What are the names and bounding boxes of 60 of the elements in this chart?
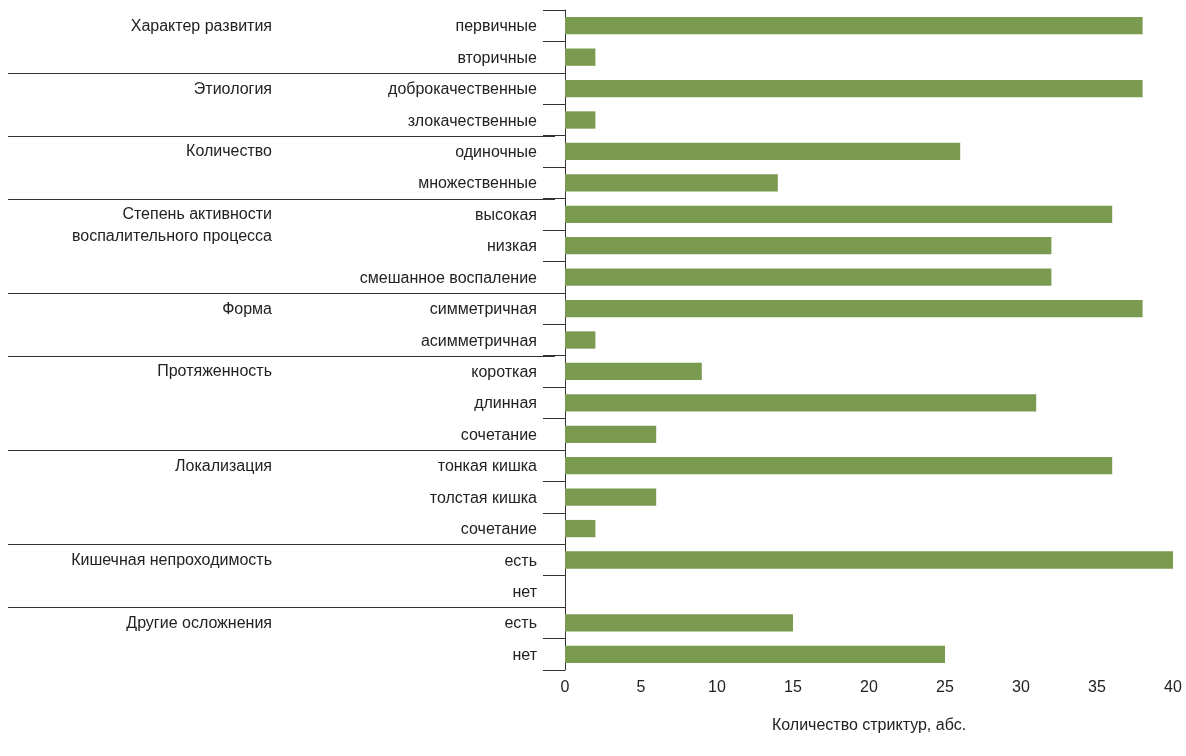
x-tick-label: 0 bbox=[560, 677, 570, 695]
bar bbox=[565, 362, 702, 381]
bar bbox=[565, 488, 657, 506]
text: Характер развития bbox=[129, 15, 272, 36]
y-tick-label: нет bbox=[512, 645, 538, 663]
y-tick-label: сочетание bbox=[460, 425, 538, 443]
bar bbox=[565, 111, 596, 129]
y-tick-label: одиночные bbox=[455, 142, 538, 160]
bar bbox=[565, 79, 1143, 98]
text: Степень активности воспалительного процесса bbox=[70, 204, 272, 247]
y-tick-label: короткая bbox=[471, 362, 537, 380]
x-tick-label: 15 bbox=[784, 677, 802, 695]
y-tick-label: смешанное воспаление bbox=[359, 268, 538, 286]
bar bbox=[565, 142, 961, 161]
text: Локализация bbox=[174, 455, 272, 476]
y-tick-label: вторичные bbox=[457, 48, 538, 66]
text: Другие осложнения bbox=[125, 612, 272, 633]
text: Этиология bbox=[192, 78, 272, 99]
bar bbox=[565, 457, 1113, 475]
bar bbox=[565, 519, 596, 538]
y-tick-label: асимметричная bbox=[420, 331, 537, 349]
y-tick-label: сочетание bbox=[460, 520, 538, 538]
y-tick-label: тонкая кишка bbox=[437, 457, 538, 475]
bar bbox=[565, 205, 1113, 223]
y-tick-label: симметричная bbox=[429, 300, 537, 318]
text: Кишечная непроходимость bbox=[70, 550, 272, 570]
y-tick-label: нет bbox=[512, 582, 538, 600]
x-tick-label: 40 bbox=[1164, 677, 1182, 695]
y-tick-label: первичные bbox=[455, 17, 538, 35]
bar bbox=[565, 268, 1052, 286]
bar bbox=[565, 645, 945, 663]
bar bbox=[565, 614, 793, 632]
y-tick-label: множественные bbox=[418, 174, 538, 192]
y-tick-label: злокачественные bbox=[407, 111, 538, 129]
x-tick-label: 35 bbox=[1088, 677, 1106, 695]
bar bbox=[565, 551, 1173, 569]
bar bbox=[565, 425, 657, 443]
x-tick-label: 20 bbox=[860, 677, 878, 695]
x-tick-label: 25 bbox=[936, 677, 954, 695]
text: Количество bbox=[185, 141, 272, 162]
x-tick-label: 5 bbox=[636, 677, 646, 695]
bar bbox=[565, 174, 778, 192]
x-tick-label: 10 bbox=[708, 677, 726, 695]
y-tick-label: низкая bbox=[486, 237, 537, 255]
y-tick-label: есть bbox=[504, 551, 537, 569]
bar bbox=[565, 299, 1143, 318]
y-tick-label: доброкачественные bbox=[388, 80, 538, 98]
y-tick-label: толстая кишка bbox=[429, 488, 538, 506]
text: Протяженность bbox=[156, 361, 272, 382]
text: Форма bbox=[221, 298, 272, 319]
bar bbox=[565, 331, 596, 349]
y-tick-label: длинная bbox=[474, 394, 537, 412]
x-tick-label: 30 bbox=[1012, 677, 1030, 695]
bar bbox=[565, 394, 1037, 412]
y-tick-label: высокая bbox=[475, 205, 537, 223]
x-axis-title: Количество стриктур, абс. bbox=[771, 715, 967, 733]
bar bbox=[565, 48, 596, 66]
y-tick-label: есть bbox=[504, 614, 537, 632]
bar bbox=[565, 237, 1052, 255]
bar bbox=[565, 17, 1143, 35]
